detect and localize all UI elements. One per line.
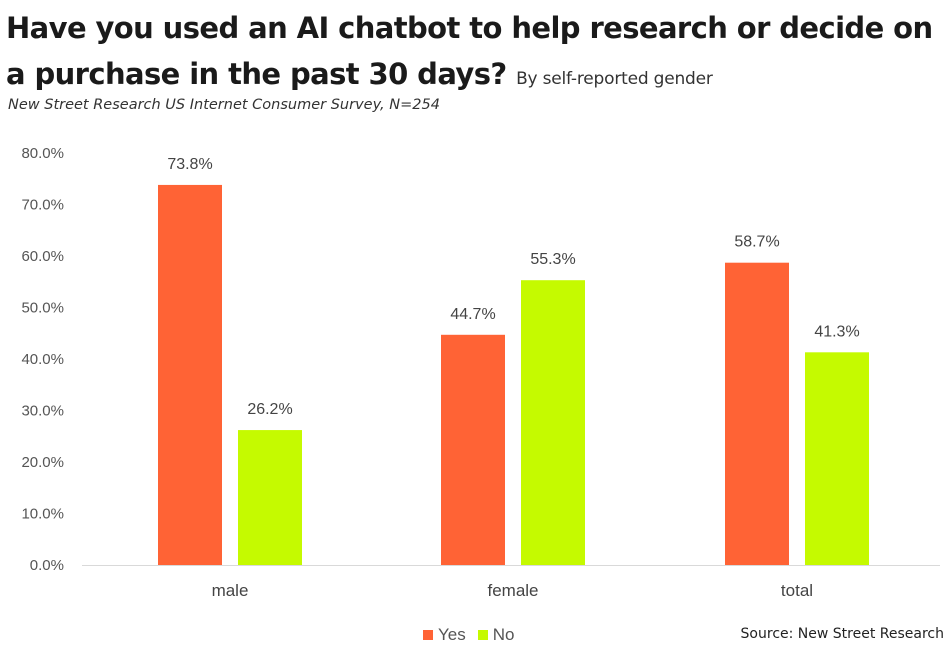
y-tick-label: 10.0% <box>21 506 64 523</box>
survey-note: New Street Research US Internet Consumer… <box>8 97 440 113</box>
chart-title-line-2: a purchase in the past 30 days? By self-… <box>6 60 713 89</box>
x-category-label: total <box>781 581 813 600</box>
y-tick-label: 70.0% <box>21 197 64 214</box>
data-label-female-no: 55.3% <box>530 251 575 268</box>
data-label-male-no: 26.2% <box>247 401 292 418</box>
data-label-male-yes: 73.8% <box>167 156 212 173</box>
data-labels: 73.8% 26.2% 44.7% 55.3% 58.7% 41.3% <box>167 156 859 418</box>
legend: Yes No <box>423 625 526 645</box>
x-category-label: male <box>212 581 249 600</box>
bar-total-yes <box>725 262 789 565</box>
chart-subtitle: By self-reported gender <box>516 69 713 89</box>
y-tick-label: 40.0% <box>21 351 64 368</box>
x-axis: male female total <box>82 565 940 600</box>
y-tick-label: 60.0% <box>21 248 64 265</box>
legend-swatch <box>477 630 488 640</box>
y-tick-label: 50.0% <box>21 300 64 317</box>
y-tick-label: 0.0% <box>30 557 64 574</box>
y-tick-label: 20.0% <box>21 454 64 471</box>
bar-male-no <box>238 430 302 565</box>
bar-female-yes <box>441 334 505 565</box>
y-tick-label: 30.0% <box>21 403 64 420</box>
chart-title-line-2-text: a purchase in the past 30 days? <box>6 57 507 91</box>
legend-item-no: No <box>477 625 515 645</box>
legend-label: No <box>492 625 515 644</box>
legend-label: Yes <box>438 625 466 644</box>
x-category-label: female <box>487 581 538 600</box>
bar-male-yes <box>158 184 222 565</box>
data-label-total-yes: 58.7% <box>734 234 779 251</box>
chart-title-line-1: Have you used an AI chatbot to help rese… <box>6 11 933 45</box>
y-axis: 0.0% 10.0% 20.0% 30.0% 40.0% 50.0% 60.0% 70.0% 8… <box>21 145 64 574</box>
legend-swatch <box>423 630 433 640</box>
data-label-total-no: 41.3% <box>814 323 859 340</box>
data-label-female-yes: 44.7% <box>450 306 495 323</box>
source-note: Source: New Street Research <box>740 626 944 642</box>
y-tick-label: 80.0% <box>21 145 64 162</box>
bar-total-no <box>805 352 869 565</box>
legend-item-yes: Yes <box>423 625 466 645</box>
bars <box>158 184 869 565</box>
bar-female-no <box>521 280 585 565</box>
